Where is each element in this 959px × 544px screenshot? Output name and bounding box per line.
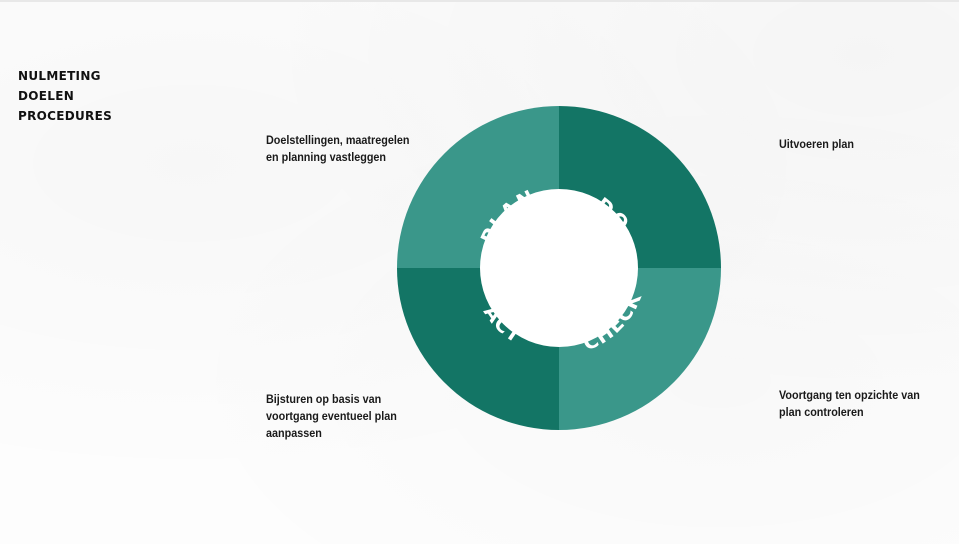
top-border xyxy=(0,0,959,2)
check-description: Voortgang ten opzichte van plan controle… xyxy=(779,388,920,419)
do-description: Uitvoeren plan xyxy=(779,137,855,151)
heading-nulmeting: NULMETING xyxy=(18,69,101,83)
heading-procedures: PROCEDURES xyxy=(18,109,113,123)
heading-doelen: DOELEN xyxy=(18,89,75,103)
cycle-center-hole xyxy=(480,189,638,347)
heading-list: NULMETING DOELEN PROCEDURES xyxy=(18,66,112,126)
act-description: Bijsturen op basis van voortgang eventue… xyxy=(266,392,397,440)
plan-description: Doelstellingen, maatregelen en planning … xyxy=(266,133,410,164)
